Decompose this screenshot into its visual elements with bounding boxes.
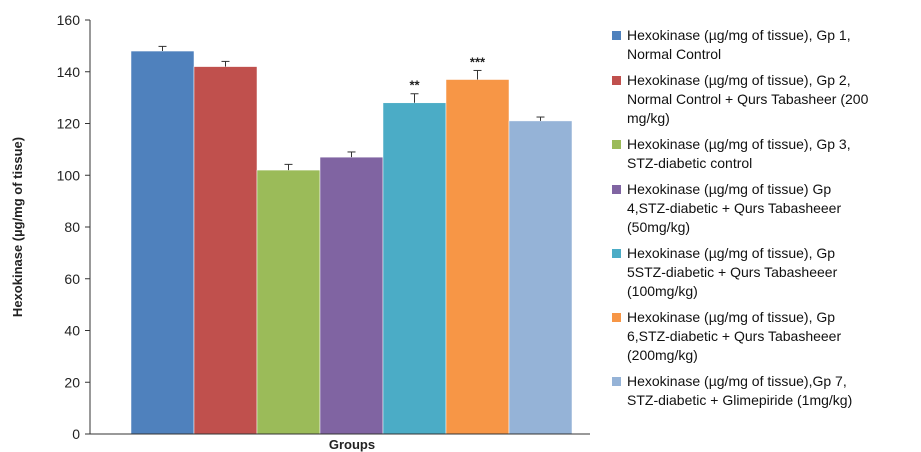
legend-swatch	[612, 249, 621, 258]
bar-gp-3	[256, 169, 321, 435]
legend-item-gp-3: Hexokinase (µg/mg of tissue), Gp 3, STZ-…	[612, 135, 917, 173]
y-tick-label: 140	[57, 64, 81, 80]
bar-gp-7	[508, 120, 573, 435]
significance-mark-gp-6: ***	[470, 54, 486, 69]
legend-item-gp-5: Hexokinase (µg/mg of tissue), Gp 5STZ-di…	[612, 244, 917, 301]
legend-label: Hexokinase (µg/mg of tissue), Gp 2, Norm…	[627, 72, 869, 126]
significance-mark-gp-5: **	[409, 78, 420, 93]
legend-label: Hexokinase (µg/mg of tissue), Gp 6,STZ-d…	[627, 309, 842, 363]
legend-swatch	[612, 76, 621, 85]
legend-swatch	[612, 140, 621, 149]
legend-swatch	[612, 31, 621, 40]
y-tick-label: 0	[72, 426, 80, 442]
y-tick-label: 20	[64, 374, 80, 390]
legend-label: Hexokinase (µg/mg of tissue),Gp 7, STZ-d…	[627, 373, 853, 408]
y-tick-label: 60	[64, 271, 80, 287]
significance-marks: *****	[409, 54, 486, 92]
legend-swatch	[612, 313, 621, 322]
bars	[130, 50, 573, 435]
legend-item-gp-2: Hexokinase (µg/mg of tissue), Gp 2, Norm…	[612, 71, 917, 128]
legend-swatch	[612, 377, 621, 386]
y-axis-title: Hexokinase (µg/mg of tissue)	[10, 137, 25, 317]
legend-item-gp-7: Hexokinase (µg/mg of tissue),Gp 7, STZ-d…	[612, 372, 917, 410]
legend-label: Hexokinase (µg/mg of tissue), Gp 3, STZ-…	[627, 136, 851, 171]
y-tick-label: 100	[57, 167, 81, 183]
legend: Hexokinase (µg/mg of tissue), Gp 1, Norm…	[612, 26, 917, 417]
legend-label: Hexokinase (µg/mg of tissue) Gp 4,STZ-di…	[627, 181, 842, 235]
bar-gp-1	[130, 50, 195, 435]
y-axis-ticks: 0 20 40 60 80 100 120 140 160	[57, 12, 90, 442]
legend-label: Hexokinase (µg/mg of tissue), Gp 5STZ-di…	[627, 245, 838, 299]
y-tick-label: 120	[57, 116, 81, 132]
bar-gp-5	[382, 102, 447, 435]
legend-swatch	[612, 185, 621, 194]
legend-item-gp-1: Hexokinase (µg/mg of tissue), Gp 1, Norm…	[612, 26, 917, 64]
y-tick-label: 80	[64, 219, 80, 235]
legend-item-gp-4: Hexokinase (µg/mg of tissue) Gp 4,STZ-di…	[612, 180, 917, 237]
legend-label: Hexokinase (µg/mg of tissue), Gp 1, Norm…	[627, 27, 851, 62]
bar-gp-4	[319, 156, 384, 435]
bar-gp-2	[193, 66, 258, 435]
y-tick-label: 160	[57, 12, 81, 28]
y-tick-label: 40	[64, 323, 80, 339]
error-bars	[158, 45, 545, 171]
legend-item-gp-6: Hexokinase (µg/mg of tissue), Gp 6,STZ-d…	[612, 308, 917, 365]
bar-gp-6	[445, 79, 510, 435]
x-axis-title: Groups	[329, 437, 375, 452]
